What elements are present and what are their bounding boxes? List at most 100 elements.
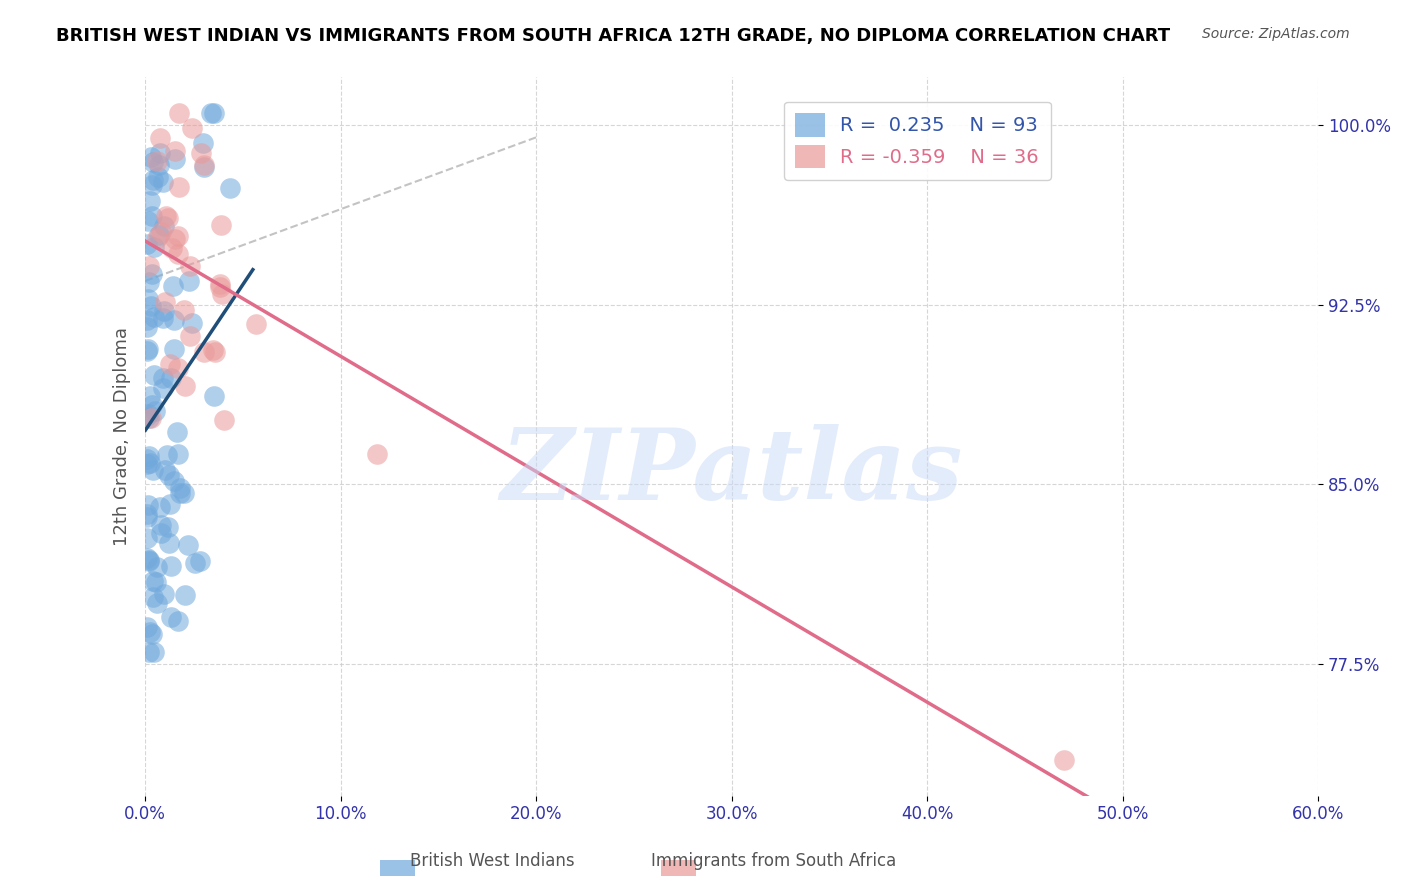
British West Indians [141, 299, 163, 313]
Immigrants from South Africa [160, 241, 183, 255]
British West Indians [136, 458, 159, 472]
Immigrants from South Africa [167, 180, 190, 194]
Immigrants from South Africa [157, 211, 180, 225]
Immigrants from South Africa [211, 287, 233, 301]
British West Indians [149, 146, 172, 161]
British West Indians [138, 276, 160, 290]
Immigrants from South Africa [209, 218, 232, 232]
British West Indians [136, 292, 159, 306]
Text: ZIPatlas: ZIPatlas [501, 425, 963, 521]
British West Indians [160, 609, 183, 624]
British West Indians [142, 310, 165, 325]
Immigrants from South Africa [209, 277, 232, 292]
Immigrants from South Africa [179, 259, 201, 273]
British West Indians [152, 175, 174, 189]
British West Indians [141, 178, 163, 193]
British West Indians [160, 558, 183, 573]
Text: British West Indians: British West Indians [409, 852, 575, 870]
British West Indians [156, 520, 179, 534]
British West Indians [143, 645, 166, 659]
British West Indians [148, 228, 170, 243]
British West Indians [163, 343, 186, 357]
British West Indians [138, 553, 160, 567]
British West Indians [142, 172, 165, 186]
Immigrants from South Africa [193, 158, 215, 172]
Immigrants from South Africa [165, 232, 187, 246]
Immigrants from South Africa [155, 209, 177, 223]
Immigrants from South Africa [149, 225, 172, 239]
British West Indians [179, 274, 201, 288]
British West Indians [152, 310, 174, 325]
British West Indians [193, 160, 215, 174]
British West Indians [136, 409, 159, 424]
British West Indians [141, 398, 163, 412]
British West Indians [136, 620, 159, 634]
British West Indians [145, 596, 167, 610]
British West Indians [143, 404, 166, 418]
Legend: R =  0.235    N = 93, R = -0.359    N = 36: R = 0.235 N = 93, R = -0.359 N = 36 [783, 102, 1050, 180]
Immigrants from South Africa [139, 410, 162, 425]
British West Indians [136, 344, 159, 359]
British West Indians [173, 588, 195, 602]
British West Indians [157, 468, 180, 483]
British West Indians [143, 368, 166, 382]
British West Indians [149, 526, 172, 541]
British West Indians [138, 388, 160, 402]
British West Indians [153, 304, 176, 318]
British West Indians [159, 498, 181, 512]
British West Indians [162, 278, 184, 293]
British West Indians [200, 106, 222, 120]
British West Indians [193, 136, 215, 151]
British West Indians [202, 106, 225, 120]
British West Indians [139, 456, 162, 470]
British West Indians [141, 626, 163, 640]
British West Indians [181, 316, 204, 330]
Immigrants from South Africa [204, 344, 226, 359]
Immigrants from South Africa [212, 413, 235, 427]
Immigrants from South Africa [173, 302, 195, 317]
Immigrants from South Africa [145, 231, 167, 245]
British West Indians [166, 614, 188, 628]
Immigrants from South Africa [190, 146, 212, 161]
British West Indians [152, 382, 174, 396]
British West Indians [136, 452, 159, 467]
British West Indians [153, 462, 176, 476]
British West Indians [138, 411, 160, 425]
British West Indians [138, 645, 160, 659]
British West Indians [141, 150, 163, 164]
British West Indians [160, 370, 183, 384]
Immigrants from South Africa [146, 154, 169, 169]
British West Indians [136, 313, 159, 327]
British West Indians [136, 407, 159, 421]
British West Indians [157, 536, 180, 550]
Immigrants from South Africa [366, 447, 388, 461]
British West Indians [136, 531, 159, 545]
British West Indians [188, 554, 211, 568]
Immigrants from South Africa [166, 228, 188, 243]
British West Indians [136, 507, 159, 521]
British West Indians [143, 240, 166, 254]
British West Indians [141, 209, 163, 223]
Immigrants from South Africa [153, 294, 176, 309]
British West Indians [169, 482, 191, 496]
Immigrants from South Africa [138, 259, 160, 273]
British West Indians [202, 389, 225, 403]
British West Indians [149, 518, 172, 533]
Immigrants from South Africa [166, 246, 188, 260]
British West Indians [169, 486, 191, 500]
Immigrants from South Africa [245, 317, 267, 331]
Y-axis label: 12th Grade, No Diploma: 12th Grade, No Diploma [114, 327, 131, 546]
British West Indians [145, 574, 167, 589]
British West Indians [138, 194, 160, 209]
British West Indians [136, 509, 159, 524]
Immigrants from South Africa [202, 343, 225, 357]
Immigrants from South Africa [179, 329, 201, 343]
British West Indians [219, 181, 242, 195]
British West Indians [184, 557, 207, 571]
British West Indians [146, 559, 169, 574]
Immigrants from South Africa [174, 379, 197, 393]
Text: Source: ZipAtlas.com: Source: ZipAtlas.com [1202, 27, 1350, 41]
British West Indians [136, 214, 159, 228]
British West Indians [138, 554, 160, 568]
British West Indians [142, 574, 165, 588]
